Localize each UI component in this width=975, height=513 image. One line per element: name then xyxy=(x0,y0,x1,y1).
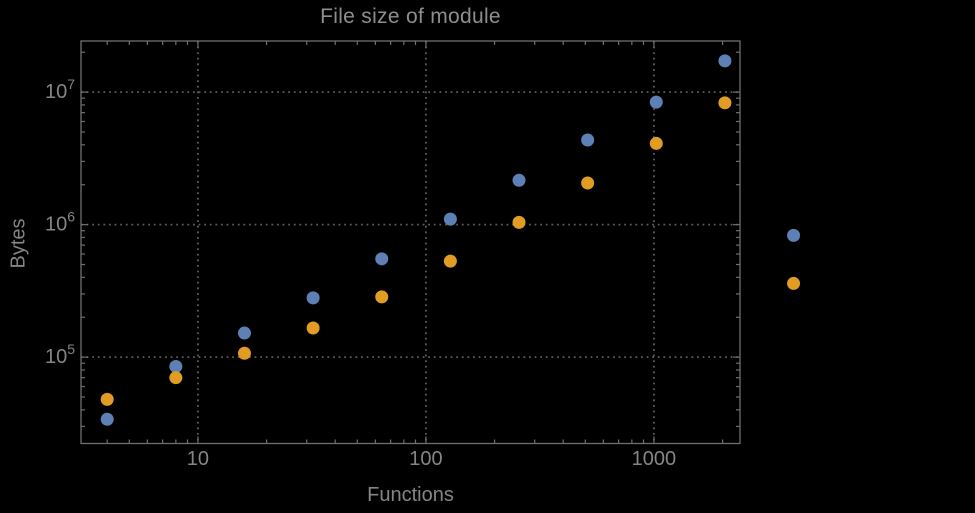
x-tick-label: 1000 xyxy=(632,448,677,470)
data-point-series-1-blue xyxy=(512,173,526,187)
data-point-series-1-blue xyxy=(718,54,732,68)
data-point-series-2-orange xyxy=(443,254,457,268)
data-point-series-1-blue xyxy=(237,326,251,340)
data-point-series-2-orange xyxy=(237,346,251,360)
data-point-series-1-blue xyxy=(306,291,320,305)
data-point-series-1-blue xyxy=(375,252,389,266)
data-point-series-1-blue xyxy=(443,212,457,226)
data-point-series-2-orange xyxy=(512,215,526,229)
x-tick-label: 10 xyxy=(187,448,209,470)
plot-frame xyxy=(80,40,741,445)
data-point-series-1-blue xyxy=(649,95,663,109)
data-point-series-2-orange xyxy=(306,321,320,335)
data-point-series-2-orange xyxy=(169,371,183,385)
y-tick-label: 106 xyxy=(45,209,75,236)
y-tick-label: 105 xyxy=(45,341,75,368)
data-point-series-2-orange xyxy=(581,176,595,190)
y-tick-label: 107 xyxy=(45,76,75,103)
x-axis-label: Functions xyxy=(367,484,454,506)
data-point-series-2-orange xyxy=(718,96,732,110)
data-point-series-1-blue xyxy=(100,412,114,426)
data-point-series-1-blue xyxy=(581,133,595,147)
data-point-series-2-orange xyxy=(375,290,389,304)
chart-title: File size of module xyxy=(320,5,501,28)
data-point-series-1-blue xyxy=(787,228,801,242)
x-tick-label: 100 xyxy=(409,448,442,470)
data-point-series-2-orange xyxy=(100,392,114,406)
data-point-series-1-blue xyxy=(169,359,183,373)
data-point-series-2-orange xyxy=(649,136,663,150)
y-axis-label: Bytes xyxy=(7,218,30,269)
data-point-series-2-orange xyxy=(787,276,801,290)
